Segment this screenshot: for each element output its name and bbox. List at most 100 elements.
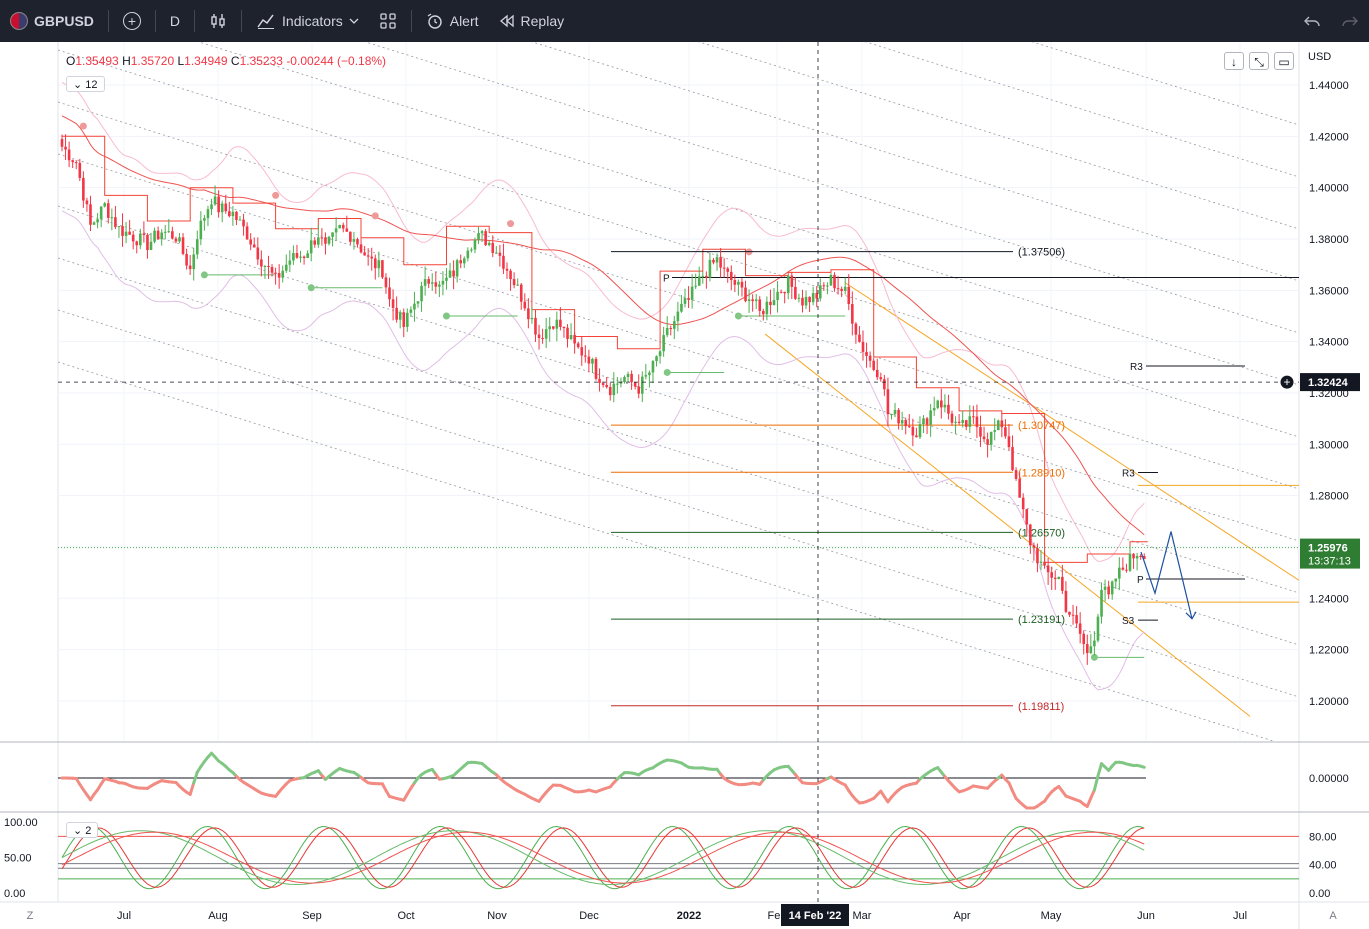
candle-body — [940, 400, 943, 408]
candle-body — [512, 279, 516, 286]
trend-channel-upper — [844, 282, 1299, 581]
candle-body — [790, 275, 794, 287]
replay-button[interactable]: Replay — [489, 0, 575, 42]
compare-button[interactable]: + — [113, 0, 151, 42]
candle-body — [1050, 572, 1053, 578]
support-dot — [1090, 653, 1098, 661]
candle-body — [438, 284, 441, 287]
chart-type-button[interactable] — [199, 0, 237, 42]
candle-body — [338, 224, 341, 229]
candle-body — [829, 274, 833, 286]
candle-body — [815, 293, 819, 299]
candle-body — [598, 378, 601, 383]
candle-body — [163, 231, 167, 233]
candle-body — [982, 436, 986, 440]
open-label: O — [66, 54, 76, 68]
time-tick-label: Oct — [397, 910, 414, 922]
pane-restore-button[interactable]: ▭ — [1274, 52, 1294, 70]
candle-body — [363, 252, 366, 256]
slow-ma-line — [61, 115, 1145, 536]
candle-body — [459, 260, 463, 264]
candle-body — [904, 420, 908, 427]
indicators-collapse-button[interactable]: ⌄ 12 — [66, 76, 105, 92]
candle-body — [1068, 611, 1071, 615]
time-tick-label: Aug — [208, 910, 228, 922]
candle-body — [195, 239, 199, 255]
time-tick-label: Dec — [579, 910, 599, 922]
candle-body — [1132, 553, 1135, 559]
undo-button[interactable] — [1293, 0, 1331, 42]
candle-body — [957, 421, 961, 423]
price-tick-label: 1.34000 — [1309, 337, 1349, 349]
candle-body — [167, 231, 171, 233]
undo-icon — [1304, 16, 1320, 27]
pane-move-down-button[interactable]: ↓ — [1224, 52, 1244, 70]
candle-body — [370, 256, 374, 259]
candle-body — [747, 299, 751, 302]
candle-body — [423, 279, 427, 286]
pane-maximize-button[interactable]: ⤡ — [1249, 52, 1269, 70]
layouts-button[interactable] — [369, 0, 407, 42]
candle-body — [402, 312, 406, 327]
candle-body — [452, 270, 455, 277]
resistance-dot — [79, 122, 87, 130]
candle-body — [231, 211, 235, 217]
candle-body — [334, 228, 338, 233]
candle-body — [530, 317, 534, 320]
open-value: 1.35493 — [75, 54, 119, 68]
candle-body — [277, 273, 281, 278]
price-tick-label: 1.22000 — [1309, 645, 1349, 657]
stoch-collapse-button[interactable]: ⌄ 2 — [66, 822, 99, 838]
candle-body — [772, 300, 776, 306]
candlestick-series — [60, 134, 1146, 665]
candle-body — [313, 240, 317, 245]
candle-body — [1004, 427, 1007, 437]
chart-canvas[interactable]: (1.37506) (1.30747) (1.28910) (1.26570) (1.2… — [0, 42, 1369, 929]
candle-body — [797, 297, 801, 299]
candle-body — [601, 382, 605, 385]
candle-body — [106, 203, 110, 218]
alert-button[interactable]: Alert — [416, 0, 489, 42]
candle-body — [1125, 569, 1128, 571]
candle-body — [630, 373, 633, 383]
candle-body — [462, 258, 466, 264]
plus-circle-icon: + — [122, 12, 141, 30]
osc-segment — [1096, 762, 1104, 778]
candle-body — [562, 326, 566, 328]
divider — [241, 10, 243, 32]
resistance-dot — [371, 212, 379, 220]
candle-body — [1011, 447, 1014, 471]
candle-body — [345, 228, 349, 232]
divider — [410, 10, 412, 32]
resistance-dot — [272, 191, 280, 199]
price-tick-label: 1.24000 — [1309, 593, 1349, 605]
candle-body — [1043, 561, 1046, 566]
candle-body — [309, 240, 313, 254]
candle-body — [1071, 614, 1075, 616]
time-tick-label: Apr — [953, 910, 970, 922]
interval-button[interactable]: D — [160, 0, 190, 42]
candle-body — [420, 285, 423, 302]
redo-button[interactable] — [1331, 0, 1369, 42]
indicators-button[interactable]: Indicators — [246, 0, 369, 42]
candle-body — [470, 249, 473, 251]
candle-body — [331, 232, 334, 237]
candle-body — [1128, 553, 1132, 571]
candle-body — [491, 242, 495, 253]
pivot-label: P — [1137, 575, 1144, 586]
price-tick-label: 1.44000 — [1309, 80, 1349, 92]
symbol-search-button[interactable]: GBPUSD — [0, 0, 104, 42]
candle-body — [99, 206, 103, 220]
channel-line — [58, 309, 1299, 698]
candle-body — [356, 239, 359, 245]
candle-body — [1039, 561, 1043, 563]
lower-band — [61, 210, 1145, 691]
candle-body — [541, 338, 544, 340]
price-tick-label: 1.40000 — [1309, 183, 1349, 195]
resistance-dot — [507, 220, 515, 228]
replay-rewind-icon — [499, 14, 514, 28]
candle-body — [975, 416, 979, 428]
candle-body — [1021, 497, 1025, 510]
channel-line — [58, 257, 1299, 646]
candle-body — [612, 383, 616, 396]
